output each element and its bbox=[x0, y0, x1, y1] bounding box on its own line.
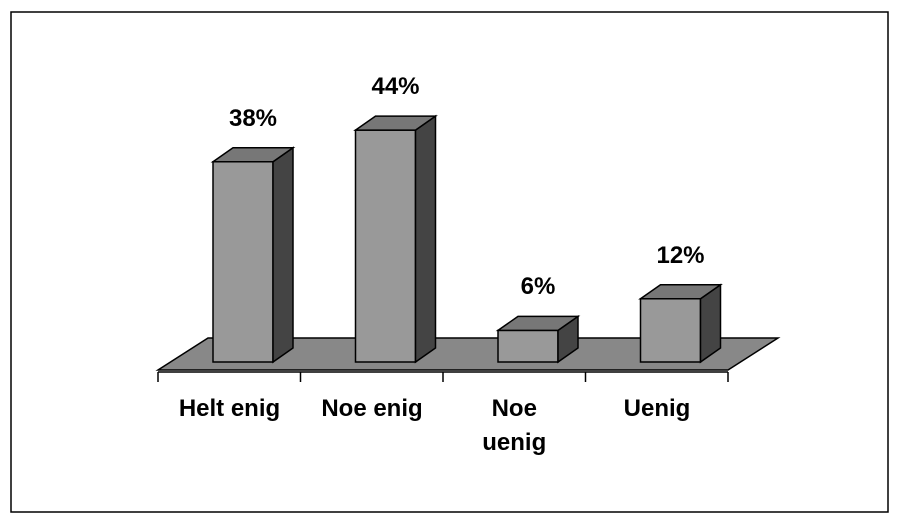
bar bbox=[638, 283, 723, 364]
bar-top bbox=[638, 284, 723, 300]
bar-side bbox=[272, 146, 294, 364]
bar-front bbox=[354, 129, 417, 363]
bar-front bbox=[497, 329, 559, 363]
bar bbox=[495, 314, 581, 364]
bar-top bbox=[495, 315, 581, 332]
bar-side bbox=[414, 114, 437, 364]
chart-frame bbox=[10, 11, 889, 513]
bar bbox=[210, 146, 296, 364]
value-label: 38% bbox=[228, 104, 278, 132]
bar-top bbox=[210, 146, 296, 163]
bar-top bbox=[353, 115, 438, 131]
value-label: 6% bbox=[520, 273, 556, 301]
x-tick-label: Uenig bbox=[623, 395, 691, 422]
x-tick-label: Noe enig bbox=[321, 395, 423, 422]
value-label: 44% bbox=[371, 73, 420, 101]
x-tick-label: Noe uenig bbox=[482, 395, 547, 456]
floor bbox=[155, 337, 781, 371]
bar-front bbox=[212, 160, 274, 363]
value-label: 12% bbox=[656, 241, 705, 269]
x-tick-label: Helt enig bbox=[178, 395, 281, 422]
bar bbox=[353, 114, 438, 364]
bar-front bbox=[639, 298, 702, 363]
